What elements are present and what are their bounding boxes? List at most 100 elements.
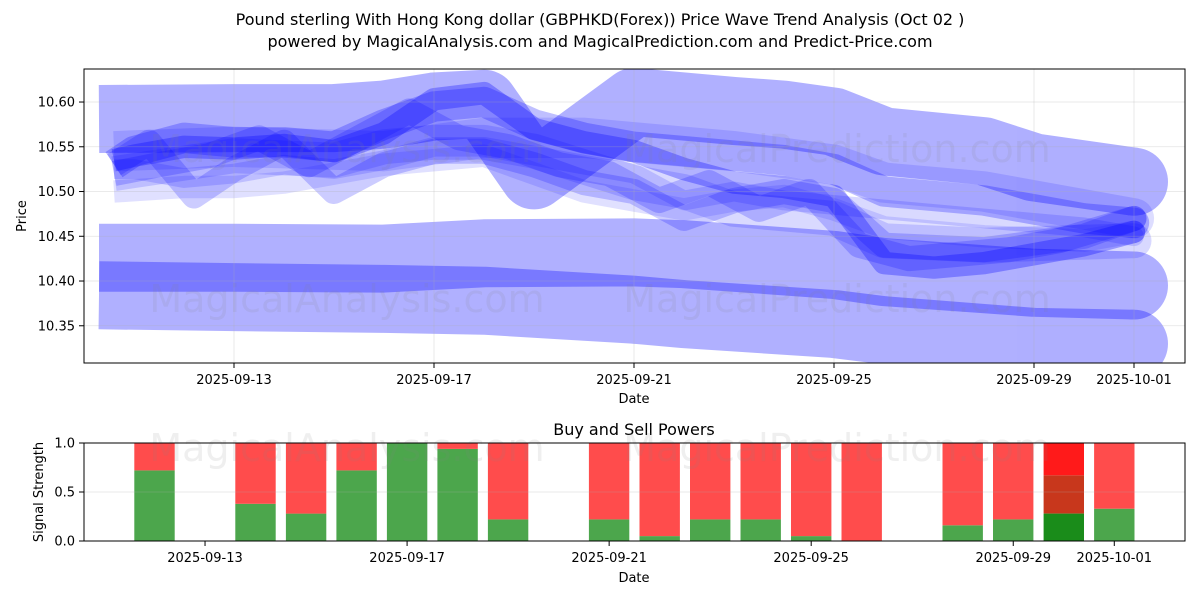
buy-bar-segment	[690, 519, 731, 541]
sell-bar-segment	[740, 443, 781, 520]
buy-bar-segment	[1094, 508, 1135, 541]
signal-bars	[134, 443, 1135, 541]
sell-bar-segment	[639, 443, 680, 537]
buy-bar-segment	[134, 470, 175, 541]
signal-bar	[386, 443, 428, 541]
signal-bar	[437, 443, 478, 541]
sell-bar-segment	[588, 443, 630, 520]
signal-bar	[942, 443, 983, 541]
signal-bar	[1094, 443, 1135, 541]
watermark-prediction: MagicalPrediction.com	[623, 426, 1051, 470]
wave-band-end-cap	[1122, 220, 1146, 243]
wave-band-line	[105, 86, 1136, 238]
sell-bar-segment	[336, 443, 377, 471]
signal-bar	[993, 443, 1034, 541]
chart-subtitle: powered by MagicalAnalysis.com and Magic…	[267, 32, 932, 51]
y-tick-label: 10.45	[38, 230, 75, 245]
signal-bar	[841, 443, 882, 541]
signal-bar	[588, 443, 630, 541]
y-tick-label: 0.0	[54, 535, 75, 550]
sell-bar-segment	[1094, 443, 1135, 509]
wave-band-line	[111, 81, 1137, 279]
x-tick-label: 2025-09-17	[396, 373, 472, 388]
signal-bar	[1043, 443, 1084, 541]
buy-bar-segment	[487, 519, 529, 541]
x-tick-label: 2025-09-25	[796, 373, 872, 388]
wave-band	[111, 98, 1147, 272]
price-axis-ticks: 2025-09-13 2025-09-17 2025-09-21 2025-09-25…	[38, 96, 1172, 388]
wave-band-line	[98, 69, 1139, 216]
wave-band-end-cap	[1118, 207, 1150, 238]
wave-band	[111, 124, 1152, 263]
signal-watermarks: MagicalAnalysis.com MagicalPrediction.co…	[149, 426, 1050, 470]
price-wave-chart: MagicalAnalysis.com MagicalPrediction.co…	[15, 68, 1186, 407]
buy-bar-segment	[588, 519, 630, 541]
y-tick-label: 10.60	[38, 96, 75, 111]
x-tick-label: 2025-09-29	[975, 551, 1051, 566]
wave-band-line	[113, 144, 1136, 252]
sell-bar-segment	[993, 443, 1034, 520]
buy-bar-segment	[336, 470, 377, 541]
sell-bar-segment	[487, 443, 529, 520]
sell-bar-segment	[1043, 443, 1084, 476]
wave-band-end-cap	[1124, 226, 1144, 247]
signal-y-axis-label: Signal Strength	[32, 442, 47, 542]
buy-bar-segment	[942, 525, 983, 541]
chart-title: Pound sterling With Hong Kong dollar (GB…	[236, 10, 965, 29]
wave-band	[105, 86, 1150, 238]
buy-bar-segment	[993, 519, 1034, 541]
wave-band-line	[113, 117, 1138, 239]
sell-bar-segment	[235, 443, 276, 504]
buy-bar-segment	[791, 536, 832, 541]
wave-band-end-cap	[1121, 205, 1147, 231]
signal-bar	[487, 443, 529, 541]
price-plot-area	[84, 69, 1185, 363]
wave-band-end-cap	[1100, 251, 1168, 320]
wave-band-line	[98, 261, 1135, 363]
signal-bar	[285, 443, 327, 541]
signal-bar	[690, 443, 731, 541]
watermark-analysis: MagicalAnalysis.com	[149, 277, 544, 321]
buy-bar-segment	[437, 448, 478, 541]
wave-band	[113, 117, 1155, 239]
x-tick-label: 2025-09-13	[167, 551, 243, 566]
buy-bar-segment	[740, 519, 781, 541]
wave-band	[114, 136, 1144, 247]
wave-band	[111, 81, 1146, 279]
buy-bar-segment	[285, 513, 327, 541]
signal-bar	[336, 443, 377, 541]
x-tick-label: 2025-09-13	[196, 373, 272, 388]
overlap-bar-segment	[1043, 475, 1084, 514]
wave-band-end-cap	[1121, 205, 1147, 231]
sell-bar-segment	[690, 443, 731, 520]
wave-band-line	[111, 98, 1138, 272]
wave-band	[99, 218, 1168, 320]
x-tick-label: 2025-09-29	[996, 373, 1072, 388]
buy-bar-segment	[639, 536, 680, 541]
signal-x-axis-label: Date	[618, 571, 649, 586]
wave-band	[98, 261, 1168, 363]
wave-band	[98, 69, 1168, 216]
wave-band-end-cap	[1113, 198, 1155, 239]
x-tick-label: 2025-09-17	[369, 551, 445, 566]
wave-band	[107, 129, 1147, 263]
wave-bands	[98, 69, 1168, 363]
sell-bar-segment	[134, 443, 175, 471]
price-x-axis-label: Date	[618, 392, 649, 407]
watermark-analysis: MagicalAnalysis.com	[149, 426, 544, 470]
signal-axis-ticks: 2025-09-13 2025-09-17 2025-09-21 2025-09-25…	[54, 437, 1152, 567]
wave-band	[113, 144, 1146, 252]
y-tick-label: 0.5	[54, 486, 75, 501]
buy-bar-segment	[1043, 513, 1084, 541]
price-watermarks: MagicalAnalysis.com MagicalPrediction.co…	[149, 127, 1050, 321]
y-tick-label: 10.35	[38, 319, 75, 334]
x-tick-label: 2025-09-25	[773, 551, 849, 566]
signal-bar	[740, 443, 781, 541]
x-tick-label: 2025-09-21	[571, 551, 647, 566]
wave-band-end-cap	[1122, 220, 1146, 243]
buy-bar-segment	[235, 503, 276, 541]
sell-bar-segment	[437, 443, 478, 449]
x-tick-label: 2025-10-01	[1076, 551, 1152, 566]
wave-band-end-cap	[1100, 147, 1168, 216]
sell-bar-segment	[841, 443, 882, 541]
